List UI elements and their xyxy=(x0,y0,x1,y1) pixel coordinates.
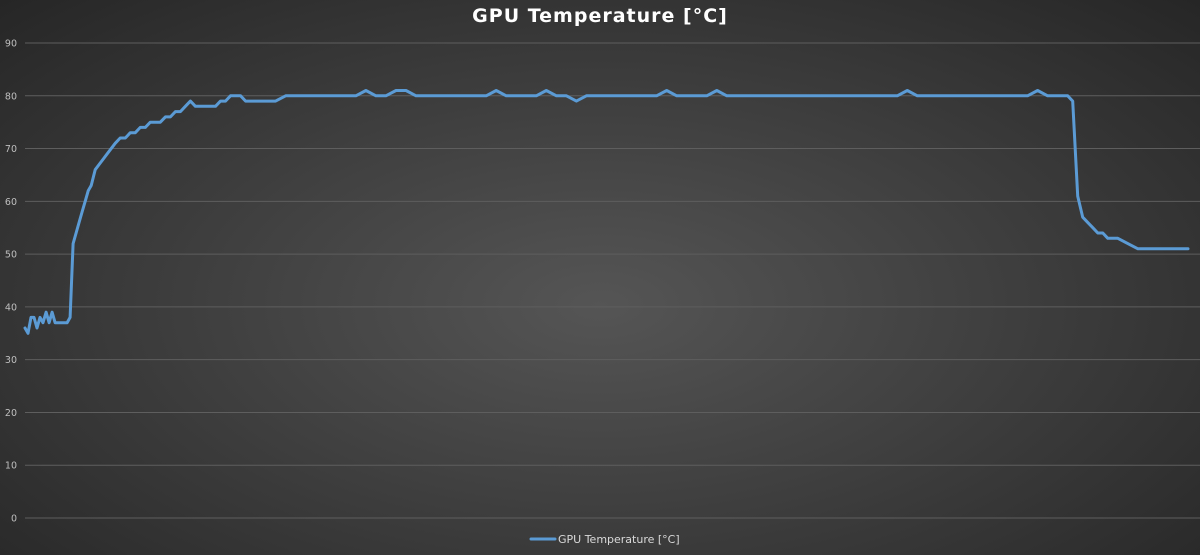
y-tick-label: 40 xyxy=(5,302,17,313)
y-tick-label: 60 xyxy=(5,197,17,208)
y-axis-tick-labels: 0 10 20 30 40 50 60 70 80 90 xyxy=(5,39,17,525)
series-line xyxy=(23,89,1190,335)
y-tick-label: 80 xyxy=(5,91,17,102)
gridlines xyxy=(25,42,1200,519)
y-tick-label: 70 xyxy=(5,144,17,155)
y-tick-label: 0 xyxy=(11,514,17,525)
legend: GPU Temperature [°C] xyxy=(529,533,680,546)
y-tick-label: 10 xyxy=(5,461,17,472)
y-tick-label: 20 xyxy=(5,408,17,419)
legend-label: GPU Temperature [°C] xyxy=(558,533,680,546)
y-tick-label: 50 xyxy=(5,250,17,261)
y-tick-label: 30 xyxy=(5,355,17,366)
y-tick-label: 90 xyxy=(5,39,17,50)
chart-title: GPU Temperature [°C] xyxy=(472,5,728,27)
